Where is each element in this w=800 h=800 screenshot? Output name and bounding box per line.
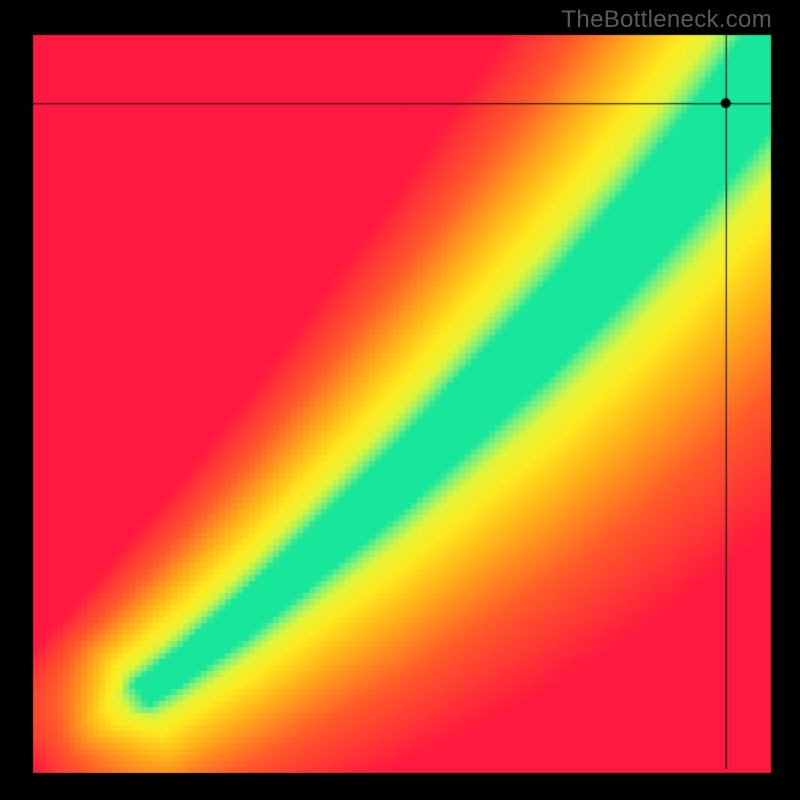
watermark-text: TheBottleneck.com — [561, 6, 772, 34]
chart-container: TheBottleneck.com — [0, 0, 800, 800]
bottleneck-heatmap — [0, 0, 800, 800]
